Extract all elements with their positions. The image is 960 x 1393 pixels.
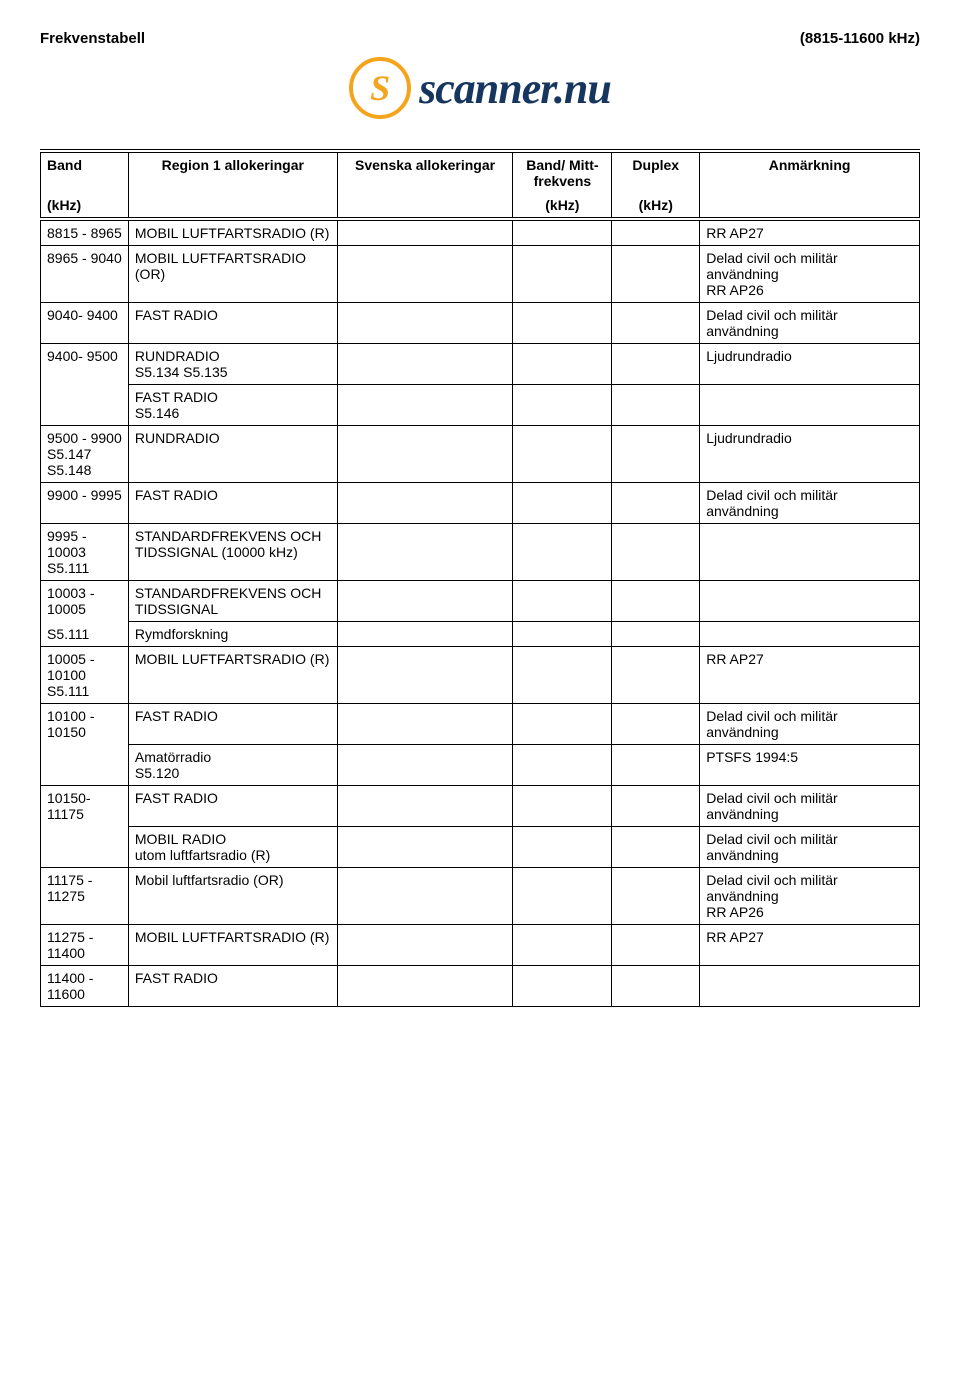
table-row: FAST RADIOS5.146: [41, 385, 920, 426]
table-row: 11275 - 11400 MOBIL LUFTFARTSRADIO (R) R…: [41, 925, 920, 966]
table-row: 11175 - 11275 Mobil luftfartsradio (OR) …: [41, 868, 920, 925]
table-row: 10150- 11175 FAST RADIO Delad civil och …: [41, 786, 920, 827]
col-svenska: Svenska allokeringar: [337, 151, 513, 219]
logo-text: scanner.nu: [419, 63, 611, 114]
table-row: 8815 - 8965 MOBIL LUFTFARTSRADIO (R) RR …: [41, 219, 920, 246]
logo: S scanner.nu: [40, 57, 920, 119]
table-row: MOBIL RADIOutom luftfartsradio (R) Delad…: [41, 827, 920, 868]
logo-s-icon: S: [349, 57, 411, 119]
page-title-left: Frekvenstabell: [40, 30, 145, 47]
col-duplex-unit: (kHz): [612, 193, 700, 219]
table-row: 8965 - 9040 MOBIL LUFTFARTSRADIO (OR) De…: [41, 246, 920, 303]
table-row: 9500 - 9900S5.147S5.148 RUNDRADIO Ljudru…: [41, 426, 920, 483]
col-band-unit: (kHz): [41, 193, 129, 219]
col-band: Band: [41, 151, 129, 193]
table-row: AmatörradioS5.120 PTSFS 1994:5: [41, 745, 920, 786]
col-duplex: Duplex: [612, 151, 700, 193]
table-row: 11400 - 11600 FAST RADIO: [41, 966, 920, 1007]
table-row: 10003 - 10005 STANDARDFREKVENS OCH TIDSS…: [41, 581, 920, 622]
table-row: 10100 - 10150 FAST RADIO Delad civil och…: [41, 704, 920, 745]
table-row: 9400- 9500 RUNDRADIOS5.134 S5.135 Ljudru…: [41, 344, 920, 385]
page-title-right: (8815-11600 kHz): [800, 30, 920, 47]
col-mitt: Band/ Mitt-frekvens: [513, 151, 612, 193]
col-anm: Anmärkning: [700, 151, 920, 219]
col-region1: Region 1 allokeringar: [128, 151, 337, 219]
table-row: S5.111 Rymdforskning: [41, 622, 920, 647]
table-row: 9995 - 10003S5.111 STANDARDFREKVENS OCH …: [41, 524, 920, 581]
table-row: 9040- 9400 FAST RADIO Delad civil och mi…: [41, 303, 920, 344]
frequency-table: Band Region 1 allokeringar Svenska allok…: [40, 149, 920, 1007]
table-row: 9900 - 9995 FAST RADIO Delad civil och m…: [41, 483, 920, 524]
table-row: 10005 - 10100S5.111 MOBIL LUFTFARTSRADIO…: [41, 647, 920, 704]
col-mitt-unit: (kHz): [513, 193, 612, 219]
